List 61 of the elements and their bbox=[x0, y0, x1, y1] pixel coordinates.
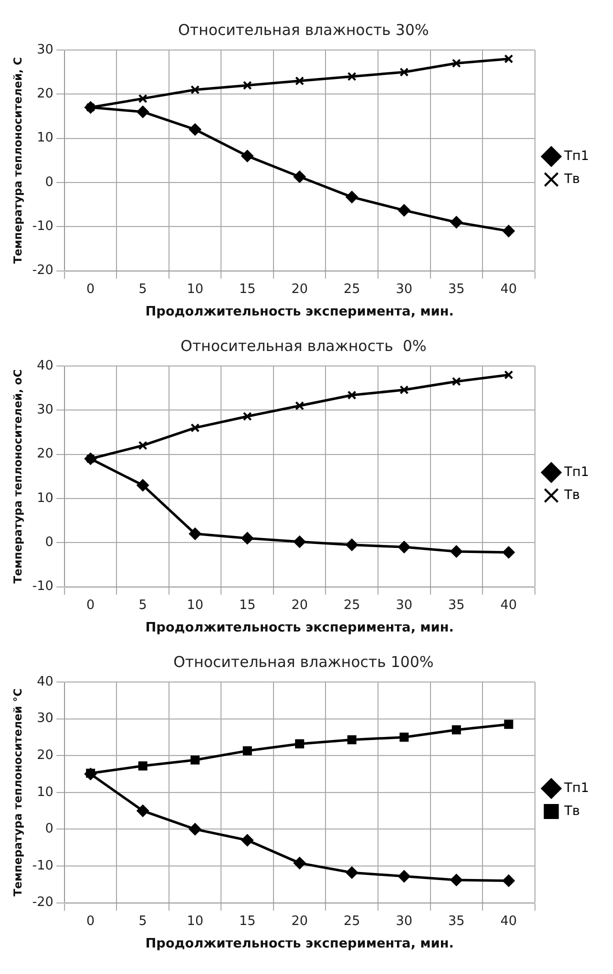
y-tick-label: -10 bbox=[32, 858, 54, 874]
y-tick-label: 10 bbox=[36, 490, 54, 506]
y-tick-label: 20 bbox=[36, 446, 54, 462]
x-tick-label: 40 bbox=[500, 282, 517, 297]
x-tick-label: 5 bbox=[138, 598, 147, 613]
legend-label: Тп1 bbox=[563, 464, 590, 480]
y-axis-title: Температура теплоносителей, С bbox=[11, 57, 24, 264]
x-tick-label: 20 bbox=[291, 282, 308, 297]
y-tick-label: 0 bbox=[45, 174, 54, 190]
x-tick-label: 30 bbox=[396, 282, 412, 297]
chart-title: Относительная влажность 100% bbox=[173, 652, 434, 671]
x-tick-label: 35 bbox=[448, 914, 465, 929]
x-tick-label: 35 bbox=[448, 598, 465, 613]
legend-label: Тв bbox=[563, 804, 580, 819]
x-tick-label: 30 bbox=[396, 914, 412, 929]
legend-label: Тп1 bbox=[563, 780, 590, 796]
x-tick-label: 0 bbox=[86, 598, 95, 613]
x-tick-label: 5 bbox=[138, 914, 147, 929]
y-tick-label: 30 bbox=[36, 42, 54, 58]
y-tick-label: -20 bbox=[32, 263, 54, 278]
y-tick-label: -10 bbox=[32, 579, 54, 594]
x-axis-title: Продолжительность эксперимента, мин. bbox=[145, 936, 454, 952]
y-tick-label: 40 bbox=[36, 674, 54, 690]
x-tick-label: 25 bbox=[344, 282, 360, 297]
x-tick-label: 40 bbox=[500, 598, 517, 613]
legend-label: Тп1 bbox=[563, 148, 590, 164]
legend-label: Тв bbox=[563, 172, 580, 187]
y-axis-title: Температура теплоносителей °С bbox=[11, 688, 24, 896]
x-tick-label: 20 bbox=[291, 598, 308, 613]
x-tick-label: 15 bbox=[239, 914, 256, 929]
y-tick-label: -10 bbox=[32, 219, 54, 234]
chart-title: Относительная влажность 30% bbox=[178, 20, 429, 39]
x-tick-label: 20 bbox=[291, 914, 308, 929]
y-tick-label: 10 bbox=[36, 784, 54, 800]
x-axis-title: Продолжительность эксперимента, мин. bbox=[145, 304, 454, 320]
legend-label: Тв bbox=[563, 488, 580, 503]
x-tick-label: 10 bbox=[186, 282, 204, 297]
x-tick-label: 5 bbox=[138, 282, 147, 297]
x-tick-label: 15 bbox=[239, 282, 256, 297]
x-tick-label: 35 bbox=[448, 282, 465, 297]
y-tick-label: -20 bbox=[32, 895, 54, 910]
chart-title: Относительная влажность 0% bbox=[180, 336, 426, 355]
y-axis-title: Температура теплоносителей, oC bbox=[11, 369, 24, 584]
x-tick-label: 40 bbox=[500, 914, 517, 929]
y-tick-label: 20 bbox=[36, 86, 54, 102]
x-axis-title: Продолжительность эксперимента, мин. bbox=[145, 620, 454, 636]
x-tick-label: 25 bbox=[344, 914, 360, 929]
y-tick-label: 20 bbox=[36, 748, 54, 763]
y-tick-label: 30 bbox=[36, 711, 54, 726]
x-tick-label: 10 bbox=[186, 914, 204, 929]
y-tick-label: 10 bbox=[36, 130, 54, 146]
x-tick-label: 15 bbox=[239, 598, 256, 613]
y-tick-label: 0 bbox=[45, 535, 54, 550]
y-tick-label: 30 bbox=[36, 402, 54, 418]
x-tick-label: 0 bbox=[86, 282, 95, 297]
x-tick-label: 10 bbox=[186, 598, 204, 613]
y-tick-label: 0 bbox=[45, 822, 54, 837]
x-tick-label: 0 bbox=[86, 914, 95, 929]
x-tick-label: 25 bbox=[344, 598, 360, 613]
y-tick-label: 40 bbox=[36, 358, 54, 374]
x-tick-label: 30 bbox=[396, 598, 412, 613]
